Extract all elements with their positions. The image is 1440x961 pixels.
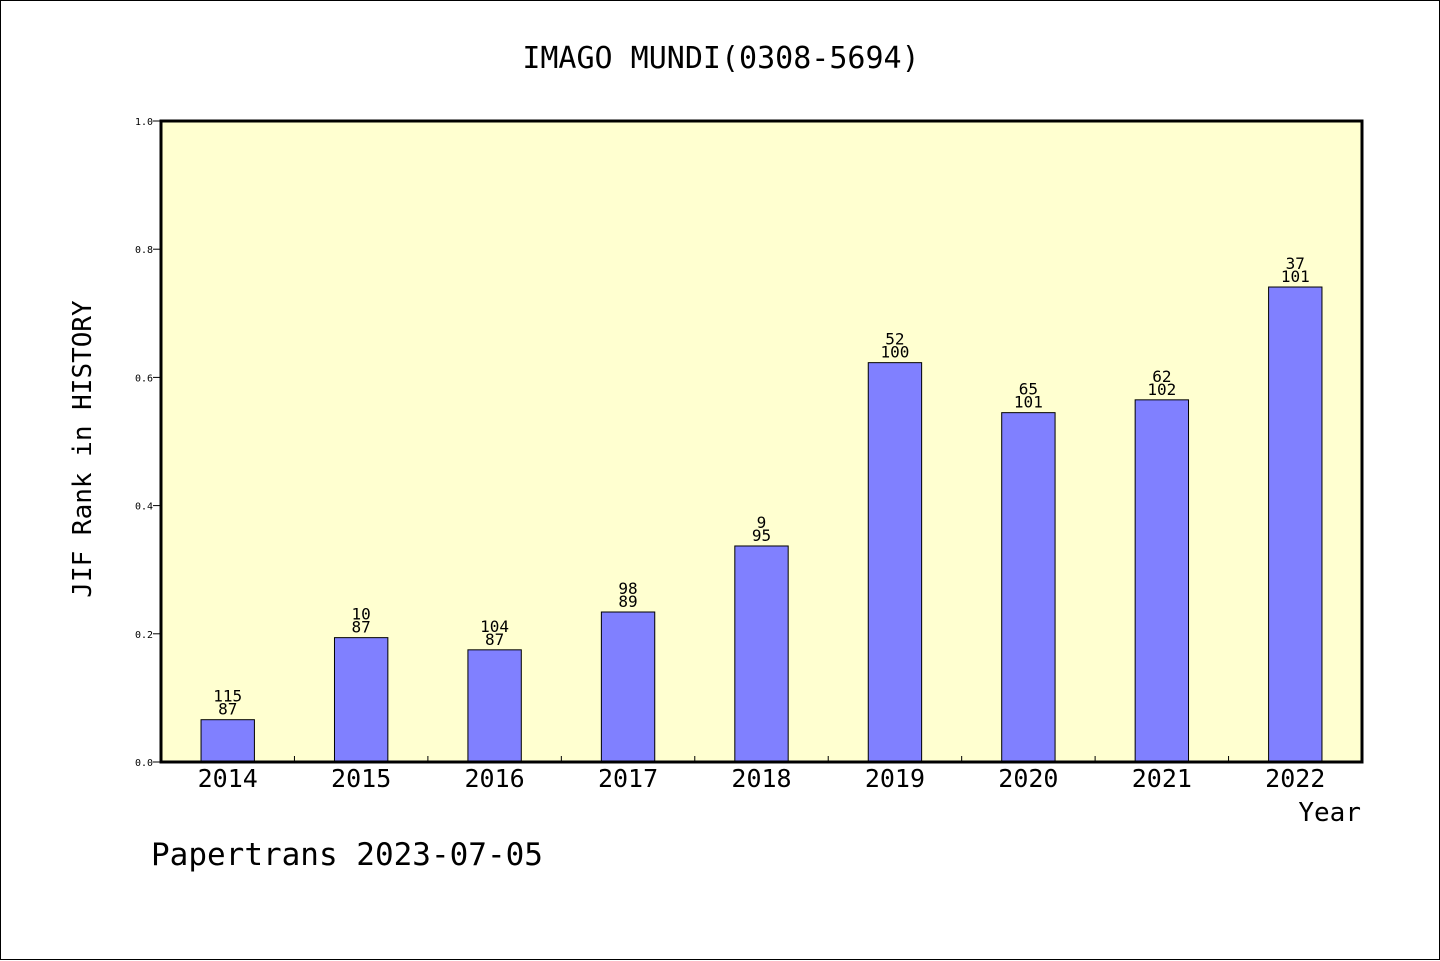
bar-label-bottom: 100 — [880, 343, 909, 362]
footer-source-date: Papertrans 2023-07-05 — [151, 837, 543, 873]
bar-2016 — [467, 649, 522, 763]
x-tick-label: 2016 — [465, 764, 525, 793]
y-tick-label: 1.0 — [135, 117, 153, 128]
bar-label-bottom: 95 — [752, 526, 771, 545]
bar-label-top: 9 — [757, 513, 767, 532]
bar-label-top: 115 — [213, 687, 242, 706]
bar-2020 — [1001, 412, 1056, 763]
x-axis-label: Year — [1298, 798, 1361, 828]
bar-label-top: 104 — [480, 617, 509, 636]
bar-label-top: 98 — [618, 579, 637, 598]
bar-2022 — [1268, 286, 1323, 763]
plot-border — [159, 119, 1364, 764]
bar-2015 — [333, 637, 389, 763]
y-tick-label: 0.0 — [135, 758, 153, 769]
y-axis-label: JIF Rank in HISTORY — [68, 300, 98, 598]
bar-label-top: 62 — [1152, 367, 1171, 386]
x-tick-label: 2022 — [1265, 764, 1325, 793]
bar-2019 — [867, 362, 923, 763]
bar-label-bottom: 87 — [352, 618, 371, 637]
bar-label-bottom: 102 — [1147, 380, 1176, 399]
x-tick-label: 2017 — [598, 764, 658, 793]
x-tick-label: 2020 — [998, 764, 1058, 793]
x-tick-label: 2021 — [1132, 764, 1192, 793]
bar-label-bottom: 87 — [485, 630, 504, 649]
x-tick-label: 2014 — [198, 764, 258, 793]
bar-label-top: 37 — [1286, 254, 1305, 273]
bar-2014 — [200, 719, 255, 763]
x-axis: 2014 2015 2016 2017 2018 2019 2020 2021 2022 — [198, 756, 1325, 793]
bar-label-top: 52 — [885, 330, 904, 349]
bar-label-bottom: 87 — [218, 700, 237, 719]
x-tick-label: 2015 — [331, 764, 391, 793]
bar-label-top: 10 — [352, 605, 371, 624]
y-tick-label: 0.8 — [135, 245, 153, 256]
bar-label-top: 65 — [1019, 380, 1038, 399]
bar-label-bottom: 101 — [1014, 393, 1043, 412]
bar-2021 — [1134, 399, 1190, 763]
bar-2018 — [734, 545, 789, 763]
bar-2017 — [600, 611, 656, 763]
bar-label-bottom: 89 — [618, 592, 637, 611]
y-tick-label: 0.6 — [135, 373, 153, 384]
y-axis: 0.0 0.2 0.4 0.6 0.8 1.0 — [135, 117, 161, 769]
x-tick-label: 2018 — [731, 764, 791, 793]
y-tick-label: 0.2 — [135, 630, 153, 641]
bar-label-bottom: 101 — [1281, 267, 1310, 286]
y-tick-label: 0.4 — [135, 502, 153, 513]
x-tick-label: 2019 — [865, 764, 925, 793]
chart-title: IMAGO MUNDI(0308-5694) — [522, 41, 919, 76]
